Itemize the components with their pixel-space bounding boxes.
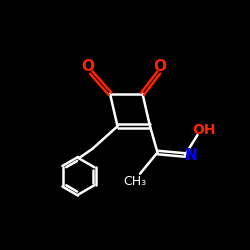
Text: CH₃: CH₃ [124, 175, 146, 188]
Text: O: O [82, 59, 95, 74]
Text: O: O [154, 59, 166, 74]
Text: N: N [184, 148, 197, 162]
Text: OH: OH [192, 123, 216, 137]
